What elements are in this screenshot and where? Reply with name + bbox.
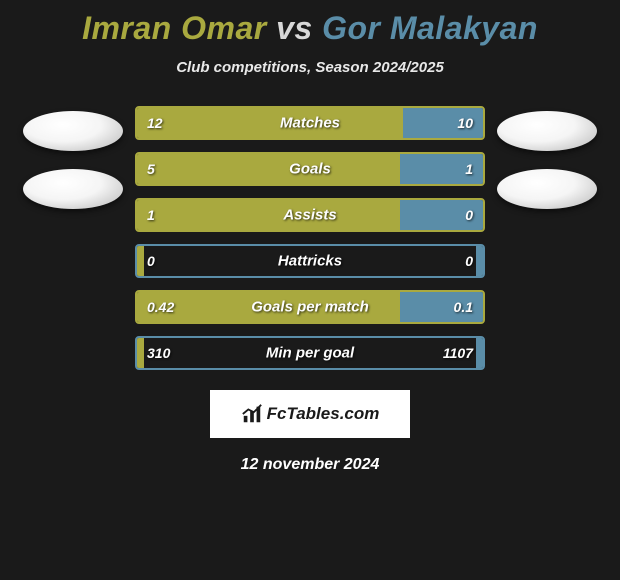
player1-avatar-col [23,106,123,209]
stat-value-player2: 0 [465,253,473,269]
stat-value-player1: 5 [147,161,155,177]
stat-value-player2: 10 [457,115,473,131]
stat-label: Matches [280,115,340,132]
stat-label: Goals [289,161,331,178]
stat-value-player1: 0.42 [147,299,174,315]
stat-label: Min per goal [266,345,354,362]
bar-fill-player2 [476,338,483,368]
bar-fill-player1 [137,108,403,138]
stat-bar: 310 1107 Min per goal [135,336,485,370]
bar-fill-player1 [137,246,144,276]
stat-bar: 1 0 Assists [135,198,485,232]
subtitle: Club competitions, Season 2024/2025 [176,59,444,76]
stat-bars: 1210Matches51Goals10Assists00Hattricks0.… [135,106,485,370]
stat-label: Goals per match [251,299,369,316]
page-title: Imran Omar vs Gor Malakyan [82,10,538,47]
vs-text: vs [276,10,313,46]
bar-fill-player1 [137,200,400,230]
stat-value-player2: 0.1 [454,299,473,315]
player2-club-avatar [497,169,597,209]
date-text: 12 november 2024 [241,456,380,474]
chart-area: 1210Matches51Goals10Assists00Hattricks0.… [0,106,620,370]
chart-icon [241,403,263,425]
stat-bar: 12 10 Matches [135,106,485,140]
bar-fill-player1 [137,338,144,368]
stat-value-player2: 1107 [443,345,473,361]
bar-fill-player1 [137,154,400,184]
stat-label: Assists [283,207,336,224]
stat-bar: 5 1 Goals [135,152,485,186]
stat-value-player1: 1 [147,207,155,223]
player2-name: Gor Malakyan [322,10,538,46]
stat-value-player2: 1 [465,161,473,177]
stat-value-player1: 12 [147,115,163,131]
player1-name: Imran Omar [82,10,267,46]
stat-bar: 0 0 Hattricks [135,244,485,278]
stat-label: Hattricks [278,253,342,270]
player2-avatar [497,111,597,151]
stat-value-player1: 0 [147,253,155,269]
stat-value-player2: 0 [465,207,473,223]
player2-avatar-col [497,106,597,209]
bar-fill-player2 [476,246,483,276]
player1-club-avatar [23,169,123,209]
comparison-card: Imran Omar vs Gor Malakyan Club competit… [0,0,620,474]
fctables-logo: FcTables.com [210,390,410,438]
logo-text: FcTables.com [267,404,380,424]
player1-avatar [23,111,123,151]
stat-value-player1: 310 [147,345,170,361]
stat-bar: 0.42 0.1 Goals per match [135,290,485,324]
